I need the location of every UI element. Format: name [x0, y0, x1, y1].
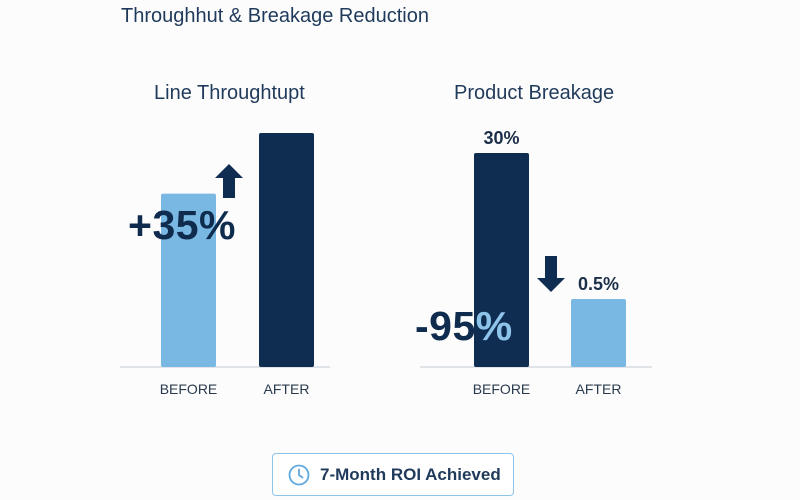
- roi-label: 7-Month ROI Achieved: [320, 465, 501, 484]
- page-title: Throughhut & Breakage Reduction: [121, 5, 429, 27]
- throughput-chart-plot: BEFORE AFTER: [120, 133, 330, 397]
- throughput-chart-title: Line Throughtupt: [154, 82, 305, 104]
- throughput-arrow-up-icon: [215, 164, 243, 198]
- breakage-delta-annotation: -95%: [415, 303, 513, 350]
- breakage-data-label-before: 30%: [483, 128, 519, 148]
- breakage-chart-plot: BEFORE 30% AFTER 0.5%: [420, 128, 652, 397]
- throughput-tick-label-after: AFTER: [264, 381, 310, 397]
- throughput-tick-label-before: BEFORE: [160, 381, 218, 397]
- breakage-data-label-after: 0.5%: [578, 274, 619, 294]
- breakage-tick-label-before: BEFORE: [473, 381, 531, 397]
- breakage-arrow-down-icon: [537, 256, 565, 292]
- throughput-chart: Line Throughtupt BEFORE AFTER +35%: [0, 0, 400, 420]
- breakage-bar-before: [474, 153, 529, 367]
- breakage-chart-title: Product Breakage: [454, 82, 615, 104]
- breakage-delta-value: -95: [415, 303, 476, 349]
- throughput-bar-after: [259, 133, 314, 367]
- breakage-tick-label-after: AFTER: [576, 381, 622, 397]
- breakage-bar-after: [571, 299, 626, 367]
- breakage-chart: Product Breakage BEFORE 30% AFTER 0.5%: [400, 0, 800, 420]
- roi-badge: 7-Month ROI Achieved: [272, 453, 514, 496]
- clock-icon: [288, 464, 310, 486]
- breakage-delta-percent: %: [475, 303, 513, 349]
- throughput-bar-before: [161, 193, 216, 367]
- throughput-delta-annotation: +35%: [128, 202, 237, 248]
